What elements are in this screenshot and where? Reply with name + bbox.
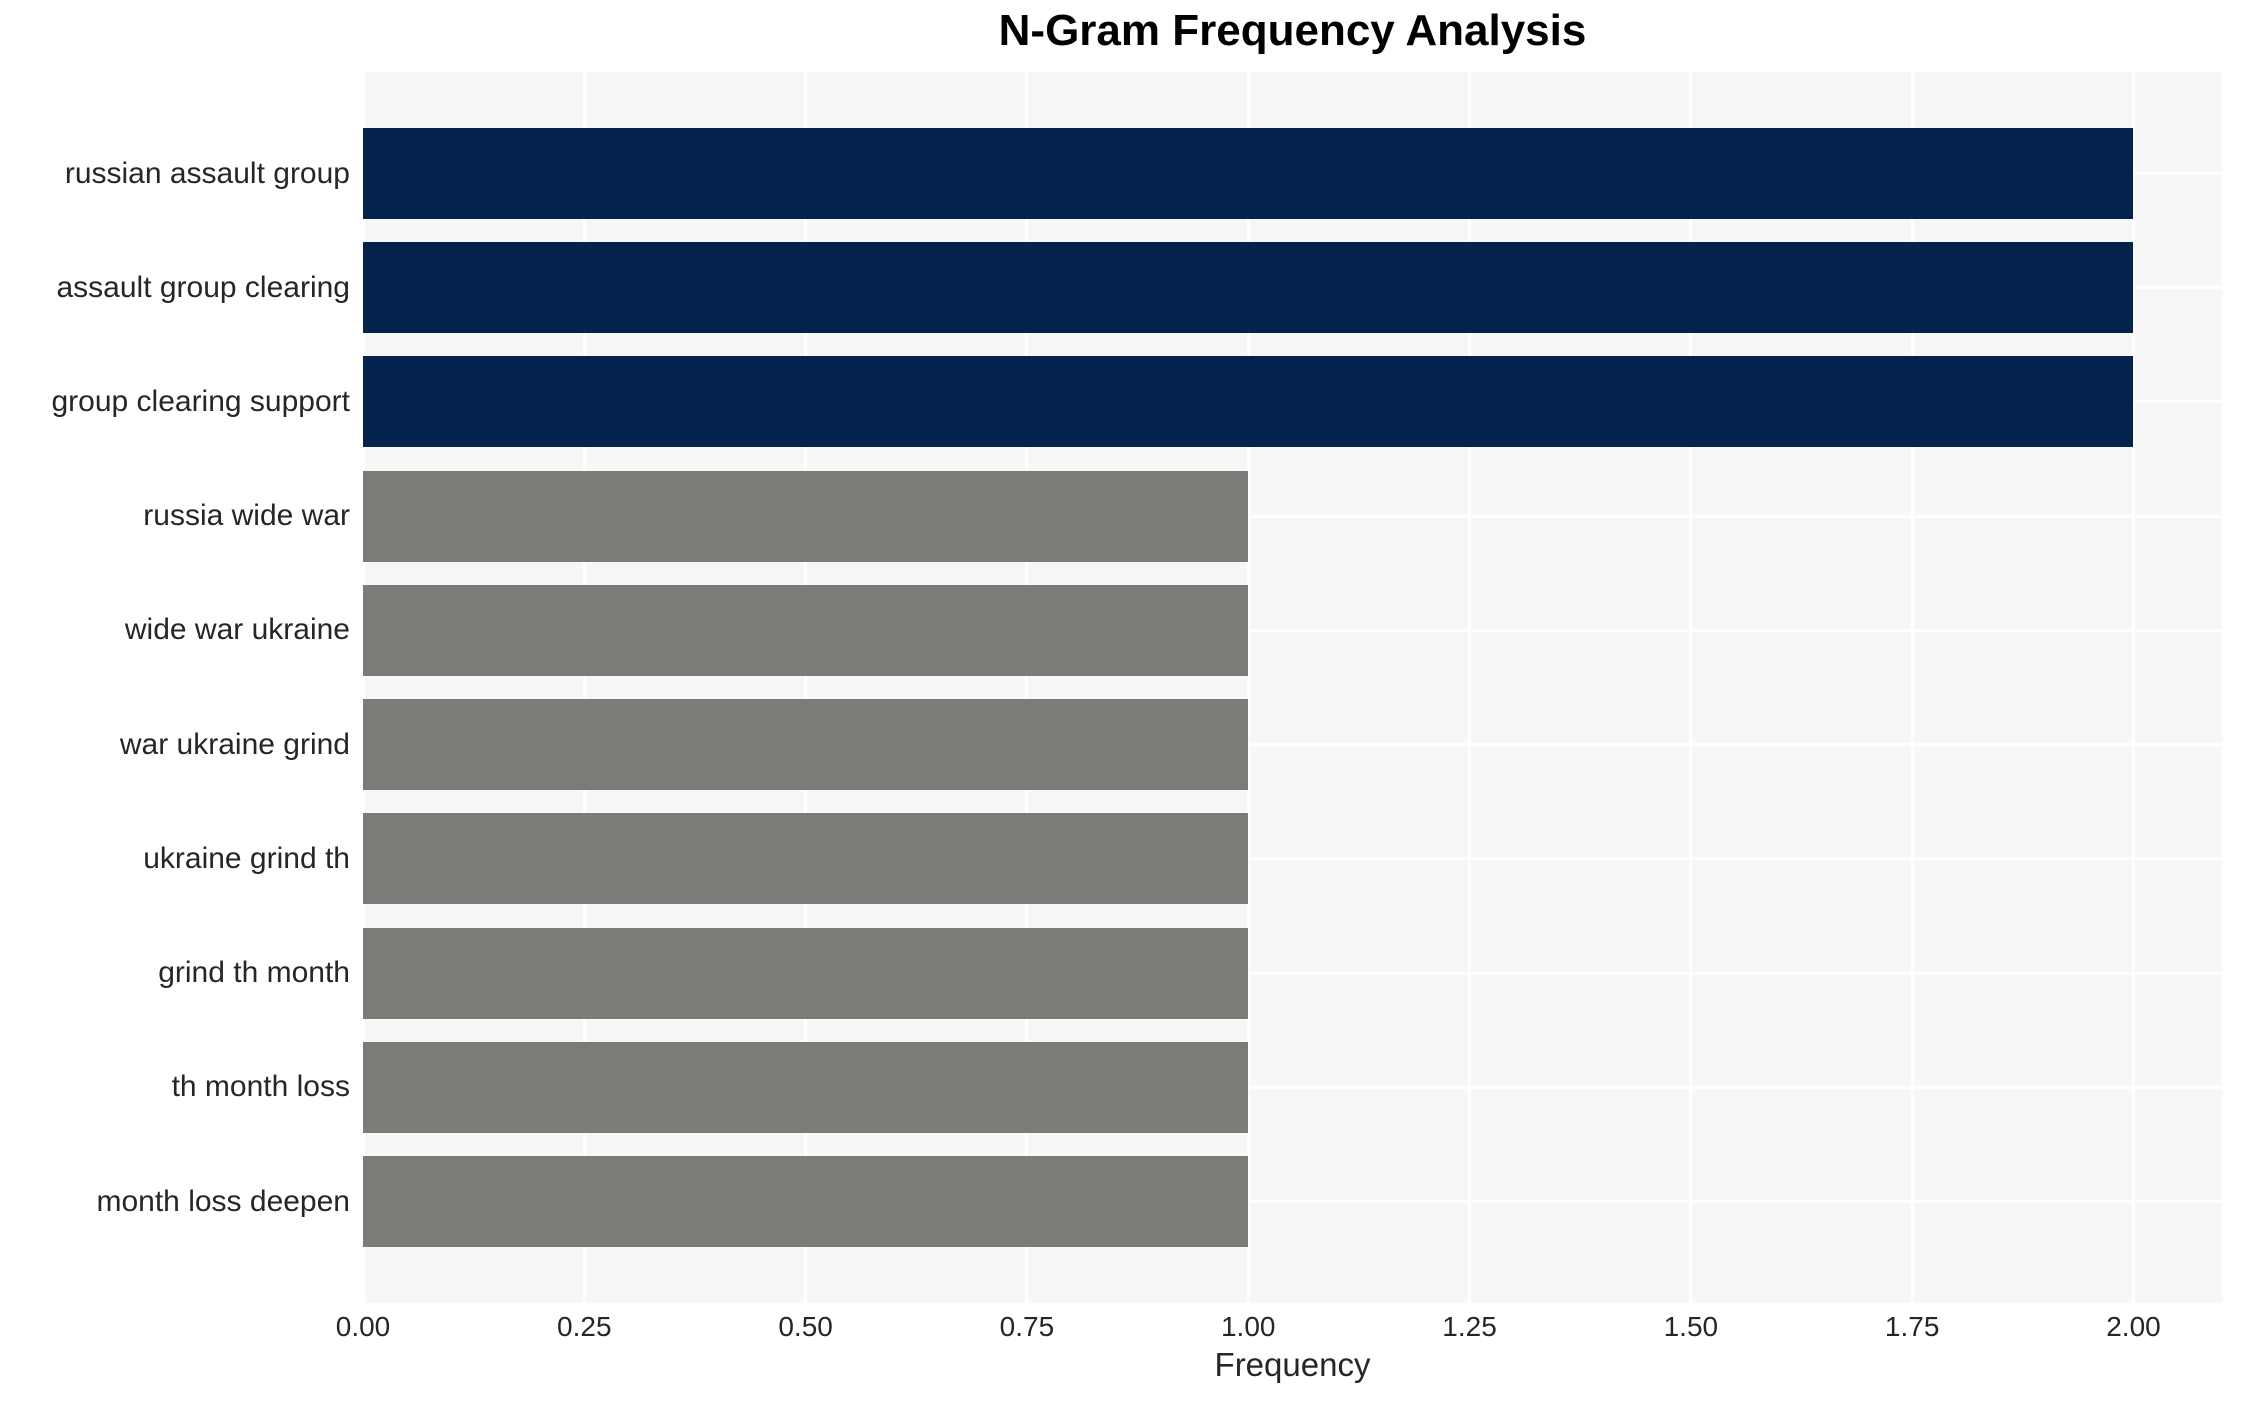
y-gridline: [363, 1085, 2222, 1089]
bar: [363, 813, 1249, 905]
x-gridline: [1468, 72, 1472, 1303]
x-axis-tick-label: 1.00: [1220, 1311, 1276, 1342]
x-gridline: [804, 72, 808, 1303]
y-axis-label: month loss deepen: [96, 1184, 350, 1218]
x-axis-tick-label: 0.75: [999, 1311, 1055, 1342]
x-gridline: [582, 72, 586, 1303]
y-gridline: [363, 857, 2222, 861]
bar: [363, 470, 1249, 562]
bar: [363, 1041, 1249, 1133]
y-axis-label: russia wide war: [143, 499, 350, 533]
bar: [363, 242, 2134, 334]
x-axis-tick-label: 0.50: [778, 1311, 833, 1342]
plot-area: [363, 72, 2222, 1303]
x-axis-tick-label: 1.50: [1663, 1311, 1719, 1342]
y-gridline: [363, 514, 2222, 518]
y-axis-label: grind th month: [158, 956, 350, 990]
bar: [363, 356, 2134, 448]
bar: [363, 1156, 1249, 1247]
x-axis-tick-label: 1.25: [1442, 1311, 1497, 1342]
x-gridline: [2131, 72, 2135, 1303]
x-axis-title: Frequency: [1214, 1346, 1371, 1383]
bar: [363, 128, 2134, 219]
x-gridline: [1025, 72, 1029, 1303]
y-gridline: [363, 628, 2222, 632]
x-gridline: [1689, 72, 1693, 1303]
y-gridline: [363, 743, 2222, 747]
bar: [363, 699, 1249, 791]
chart-title: N-Gram Frequency Analysis: [998, 6, 1587, 55]
y-axis-label: ukraine grind th: [143, 841, 350, 875]
y-axis-label: group clearing support: [51, 384, 350, 418]
x-axis-tick-label: 0.25: [557, 1311, 612, 1342]
x-axis-tick-label: 2.00: [2106, 1311, 2161, 1342]
x-gridline: [1246, 72, 1250, 1303]
bar: [363, 927, 1249, 1019]
x-axis-tick-label: 1.75: [1884, 1311, 1940, 1342]
y-axis-label: russian assault group: [64, 156, 350, 190]
y-axis: russian assault group assault group clear…: [0, 72, 350, 1303]
y-axis-label: th month loss: [171, 1070, 350, 1104]
x-gridline: [1910, 72, 1914, 1303]
x-axis: 0.00 0.25 0.50 0.75 1.00 1.25 1.50 1.75 2.00: [0, 1311, 2241, 1345]
y-gridline: [363, 1200, 2222, 1203]
y-axis-label: assault group clearing: [56, 270, 350, 304]
x-axis-tick-label: 0.00: [335, 1311, 391, 1342]
y-gridline: [363, 971, 2222, 975]
y-axis-label: wide war ukraine: [124, 613, 350, 647]
bar: [363, 584, 1249, 676]
x-gridline: [363, 72, 365, 1303]
y-axis-label: war ukraine grind: [119, 727, 350, 761]
